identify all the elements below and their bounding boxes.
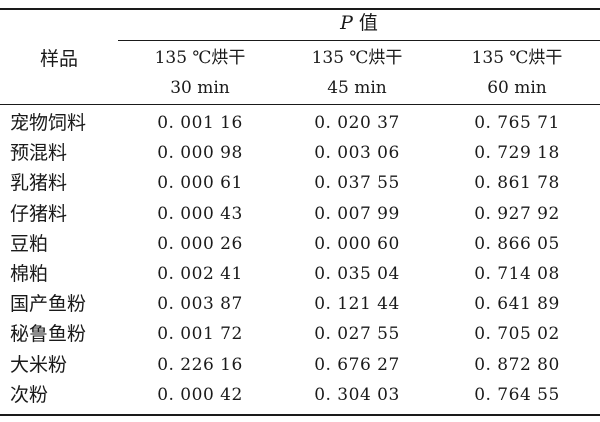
header-sub-rule — [118, 40, 600, 41]
column-header-3: 135 ℃烘干 60 min — [437, 47, 597, 99]
p-value-cell: 0. 866 05 — [474, 233, 560, 254]
p-value-cell: 0. 003 87 — [157, 294, 243, 315]
p-value-cell: 0. 676 27 — [314, 354, 400, 375]
table-top-rule — [0, 8, 600, 10]
p-value-cell: 0. 714 08 — [474, 264, 560, 284]
p-value-cell: 0. 001 72 — [157, 324, 243, 345]
p-symbol: P — [340, 12, 353, 34]
column-header-duration: 45 min — [327, 78, 387, 98]
p-value-cell: 0. 035 04 — [314, 264, 400, 284]
p-value-cell: 0. 304 03 — [314, 384, 400, 405]
p-value-cell: 0. 007 99 — [314, 203, 400, 224]
p-value-cell: 0. 002 41 — [157, 264, 243, 284]
p-value-cell: 0. 764 55 — [474, 384, 560, 405]
p-value-cell: 0. 020 37 — [314, 113, 400, 133]
p-value-cell: 0. 765 71 — [474, 113, 560, 133]
p-value-cell: 0. 927 92 — [474, 203, 560, 224]
sample-column-header: 样品 — [39, 48, 78, 70]
column-header-duration: 60 min — [487, 78, 547, 98]
p-value-cell: 0. 641 89 — [474, 294, 560, 315]
p-value-cell: 0. 027 55 — [314, 324, 400, 345]
row-sample-label: 预混料 — [10, 142, 68, 165]
column-header-condition: 135 ℃烘干 — [154, 48, 246, 68]
p-value-cell: 0. 121 44 — [314, 294, 400, 315]
column-header-condition: 135 ℃烘干 — [471, 48, 563, 68]
row-sample-label: 宠物饲料 — [10, 112, 87, 134]
p-value-cell: 0. 000 98 — [157, 143, 243, 164]
row-sample-label: 国产鱼粉 — [10, 293, 87, 316]
p-value-cell: 0. 000 61 — [157, 173, 243, 194]
row-sample-label: 大米粉 — [10, 353, 68, 376]
row-sample-label: 仔猪料 — [10, 202, 68, 225]
row-sample-label: 棉粕 — [10, 263, 49, 285]
p-value-cell: 0. 000 42 — [157, 384, 243, 405]
p-value-cell: 0. 000 60 — [314, 233, 400, 254]
row-sample-label: 乳猪料 — [10, 172, 68, 195]
p-value-cell: 0. 872 80 — [474, 354, 560, 375]
column-header-condition: 135 ℃烘干 — [311, 48, 403, 68]
row-sample-label: 秘鲁鱼粉 — [10, 323, 87, 346]
column-header-2: 135 ℃烘干 45 min — [277, 47, 437, 99]
header-bottom-rule — [0, 104, 600, 105]
p-value-cell: 0. 000 43 — [157, 203, 243, 224]
p-suffix: 值 — [358, 12, 378, 34]
p-value-cell: 0. 000 26 — [157, 233, 243, 254]
p-value-cell: 0. 001 16 — [157, 113, 243, 133]
table-bottom-rule — [0, 414, 600, 416]
row-sample-label: 豆粕 — [10, 232, 49, 255]
p-value-cell: 0. 729 18 — [474, 143, 560, 164]
p-value-header: P 值 — [118, 12, 600, 34]
p-value-cell: 0. 861 78 — [474, 173, 560, 194]
p-value-cell: 0. 705 02 — [474, 324, 560, 345]
column-header-1: 135 ℃烘干 30 min — [120, 47, 280, 99]
p-value-cell: 0. 003 06 — [314, 143, 400, 164]
p-value-cell: 0. 037 55 — [314, 173, 400, 194]
row-sample-label: 次粉 — [10, 383, 49, 406]
column-header-duration: 30 min — [170, 78, 230, 98]
p-value-cell: 0. 226 16 — [157, 354, 243, 375]
